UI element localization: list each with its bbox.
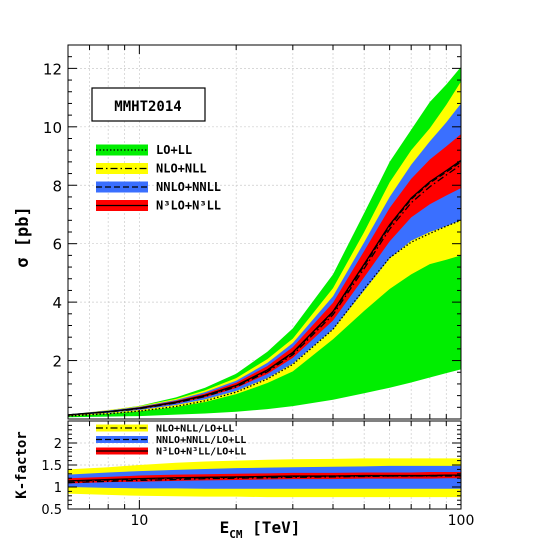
main-ticks bbox=[67, 44, 462, 420]
pdf-label-box bbox=[91, 87, 206, 122]
x-tick-label: 100 bbox=[448, 513, 475, 529]
ratio-central-lines bbox=[67, 474, 461, 484]
y-tick-label: 4 bbox=[52, 294, 62, 312]
y-tick-label: 2 bbox=[54, 437, 62, 452]
ratio-y-axis-label: K-factor bbox=[14, 431, 30, 498]
band-lo-ll bbox=[68, 66, 461, 418]
central-line-nlo-nll bbox=[67, 164, 462, 416]
main-y-tick-labels: 2 4 6 8 10 12 bbox=[43, 60, 62, 370]
main-y-axis-label: σ [pb] bbox=[13, 206, 33, 267]
band-n-lo-n-ll-lo-ll bbox=[68, 472, 461, 484]
y-tick-label: 8 bbox=[52, 177, 62, 195]
main-bands bbox=[68, 66, 461, 418]
y-tick-label: 10 bbox=[43, 119, 62, 137]
main-central-lines bbox=[67, 159, 462, 417]
y-tick-label: 0.5 bbox=[41, 503, 62, 518]
legend-swatch bbox=[96, 436, 148, 443]
main-panel: 2 4 6 8 10 12 σ [pb] MMHT2014 LO+LL NLO+NLL NNL… bbox=[13, 44, 462, 420]
ratio-x-tick-labels: 10 100 bbox=[130, 513, 474, 529]
y-tick-label: 1.5 bbox=[41, 459, 62, 474]
ratio-y-tick-labels: 0.5 1 1.5 2 bbox=[41, 437, 62, 518]
ratio-legend: NLO+NLL/LO+LLNNLO+NNLL/LO+LLN³LO+N³LL/LO… bbox=[96, 424, 246, 458]
pdf-label: MMHT2014 bbox=[114, 99, 181, 115]
legend-label: NLO+NLL/LO+LL bbox=[156, 424, 234, 435]
central-line-n-lo-n-ll bbox=[67, 159, 462, 416]
ratio-panel: 0.5 1 1.5 2 10 100 K-factor NLO+NLL/LO+LLNNL… bbox=[14, 420, 474, 541]
legend-label: N³LO+N³LL/LO+LL bbox=[156, 447, 246, 458]
legend-swatch bbox=[96, 181, 148, 193]
legend-label: NNLO+NNLL bbox=[156, 180, 221, 194]
x-tick-label: 10 bbox=[130, 513, 148, 529]
central-line-n-lo-n-ll-lo-ll bbox=[67, 474, 461, 482]
legend-label: LO+LL bbox=[156, 143, 192, 157]
main-legend: LO+LL NLO+NLL NNLO+NNLL N³LO+N³LL bbox=[96, 143, 221, 213]
y-tick-label: 1 bbox=[54, 481, 62, 496]
x-axis-label: ECM [TeV] bbox=[220, 518, 301, 541]
legend-label: N³LO+N³LL bbox=[156, 199, 221, 213]
legend-label: NLO+NLL bbox=[156, 162, 207, 176]
y-tick-label: 2 bbox=[52, 353, 62, 371]
y-tick-label: 6 bbox=[52, 236, 62, 254]
central-line-nlo-nll-lo-ll bbox=[67, 475, 461, 484]
ratio-bands bbox=[68, 458, 461, 498]
band-nnlo-nnll bbox=[68, 103, 461, 416]
y-tick-label: 12 bbox=[43, 60, 62, 78]
legend-label: NNLO+NNLL/LO+LL bbox=[156, 435, 246, 446]
